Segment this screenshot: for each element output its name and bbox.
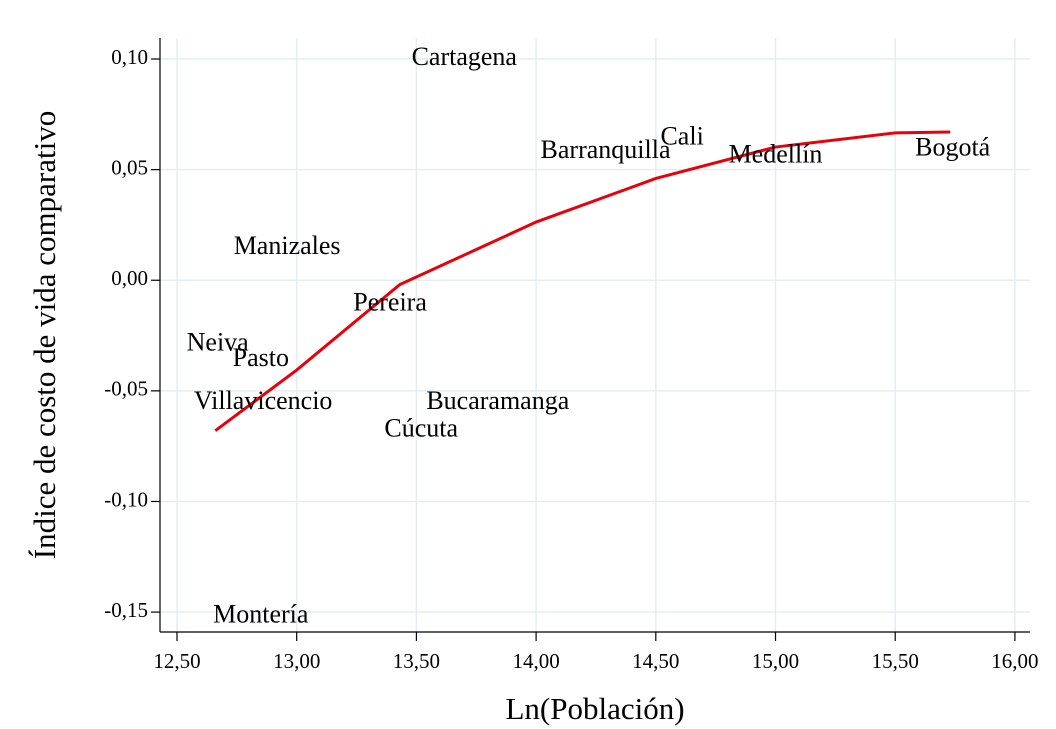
- point-label: Cartagena: [412, 42, 518, 71]
- point-label: Bucaramanga: [426, 386, 569, 415]
- point-label: Montería: [213, 599, 309, 628]
- y-tick-label: -0,15: [104, 598, 148, 622]
- x-tick-label: 12,50: [153, 649, 200, 673]
- point-label: Bogotá: [915, 133, 991, 162]
- point-label: Pasto: [233, 343, 289, 372]
- point-label: Cúcuta: [384, 414, 458, 443]
- point-label: Cali: [660, 122, 703, 151]
- point-label: Manizales: [234, 231, 341, 260]
- point-label: Barranquilla: [541, 135, 671, 164]
- x-tick-label: 14,00: [512, 649, 559, 673]
- point-label: Villavicencio: [194, 386, 333, 415]
- y-axis-title: Índice de costo de vida comparativo: [27, 111, 62, 559]
- y-tick-label: -0,10: [104, 487, 148, 511]
- x-tick-label: 15,50: [872, 649, 919, 673]
- point-label: Neiva: [187, 327, 250, 356]
- point-label: Medellín: [729, 139, 823, 168]
- point-label: Pereira: [353, 288, 427, 317]
- y-tick-label: 0,00: [111, 266, 148, 290]
- x-tick-label: 15,00: [752, 649, 799, 673]
- x-tick-label: 13,00: [273, 649, 320, 673]
- x-axis-title: Ln(Población): [505, 691, 684, 726]
- x-tick-label: 16,00: [991, 649, 1038, 673]
- y-tick-label: 0,05: [111, 155, 148, 179]
- x-tick-label: 14,50: [632, 649, 679, 673]
- y-tick-label: -0,05: [104, 377, 148, 401]
- fit-line: [214, 130, 951, 432]
- x-tick-label: 13,50: [393, 649, 440, 673]
- y-tick-label: 0,10: [111, 45, 148, 69]
